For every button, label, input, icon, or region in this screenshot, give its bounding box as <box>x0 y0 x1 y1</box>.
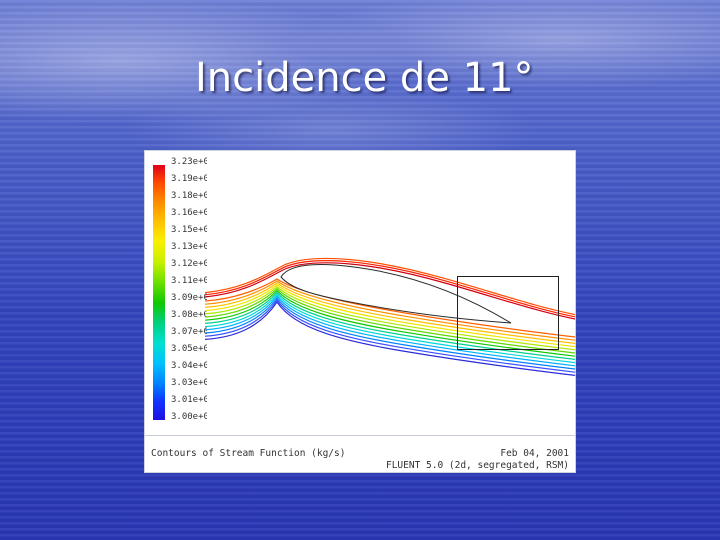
colorbar <box>153 165 165 420</box>
colorbar-legend: 3.23e+0 3.19e+0 3.18e+0 3.16e+0 3.15e+0 … <box>171 157 211 427</box>
legend-label: 3.03e+0 <box>171 378 207 388</box>
legend-label: 3.05e+0 <box>171 344 207 354</box>
streamline <box>205 297 575 370</box>
streamline <box>205 289 575 357</box>
streamline <box>205 291 575 360</box>
zoom-region-box <box>457 276 559 350</box>
plot-footer: Contours of Stream Function (kg/s) Feb 0… <box>145 435 575 474</box>
streamline <box>205 282 575 344</box>
legend-label: 3.00e+0 <box>171 412 207 422</box>
legend-label: 3.07e+0 <box>171 327 207 337</box>
streamline <box>205 285 575 351</box>
streamline <box>205 300 575 376</box>
plot-date: Feb 04, 2001 <box>500 448 569 459</box>
streamline <box>205 280 575 341</box>
streamline-contours <box>205 257 575 376</box>
streamline <box>205 262 575 320</box>
streamline <box>205 283 575 348</box>
legend-label: 3.09e+0 <box>171 293 207 303</box>
streamline <box>205 287 575 354</box>
streamline <box>205 295 575 367</box>
streamline <box>205 257 575 316</box>
legend-label: 3.01e+0 <box>171 395 207 405</box>
legend-label: 3.19e+0 <box>171 174 207 184</box>
legend-label: 3.16e+0 <box>171 208 207 218</box>
slide-title: Incidence de 11° <box>195 55 534 101</box>
solver-info: FLUENT 5.0 (2d, segregated, RSM) <box>385 460 569 471</box>
contour-plot-window: 3.23e+0 3.19e+0 3.18e+0 3.16e+0 3.15e+0 … <box>144 150 576 473</box>
legend-label: 3.12e+0 <box>171 259 207 269</box>
streamline <box>205 293 575 364</box>
airfoil-outline <box>280 264 512 324</box>
streamline-group <box>205 257 575 376</box>
streamline <box>205 260 575 318</box>
streamline <box>205 299 575 373</box>
legend-label: 3.11e+0 <box>171 276 207 286</box>
legend-label: 3.15e+0 <box>171 225 207 235</box>
legend-label: 3.18e+0 <box>171 191 207 201</box>
legend-label: 3.23e+0 <box>171 157 207 167</box>
legend-label: 3.08e+0 <box>171 310 207 320</box>
legend-label: 3.04e+0 <box>171 361 207 371</box>
streamline <box>205 278 575 338</box>
plot-caption: Contours of Stream Function (kg/s) <box>151 448 346 459</box>
legend-label: 3.13e+0 <box>171 242 207 252</box>
